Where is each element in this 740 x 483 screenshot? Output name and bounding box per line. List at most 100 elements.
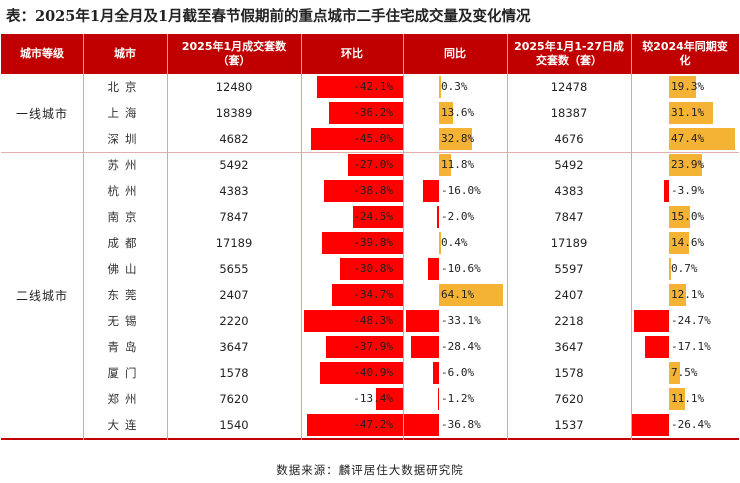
pre-yoy-bar: [632, 414, 669, 436]
pre-yoy-bar: [645, 336, 669, 358]
col-divider: [301, 34, 302, 440]
jan-volume: 2220: [219, 314, 249, 328]
pre-yoy-value: 12.1%: [671, 288, 705, 301]
pre-volume: 5597: [554, 262, 584, 276]
header-yoy: 同比: [444, 47, 466, 60]
city-name: 大连: [107, 418, 143, 432]
yoy-value: -16.0%: [441, 184, 481, 197]
jan-volume: 5655: [219, 262, 249, 276]
jan-volume: 4682: [219, 132, 249, 146]
yoy-value: 11.8%: [441, 158, 475, 171]
jan-volume: 12480: [215, 80, 253, 94]
yoy-value: 64.1%: [441, 288, 475, 301]
table-row: 东莞 2407 -34.7% 64.1% 2407 12.1%: [83, 282, 739, 308]
pre-yoy-bar: [669, 206, 690, 228]
pre-yoy-bar: [669, 284, 686, 306]
tier-label-second: 二线城市: [15, 288, 68, 303]
yoy-bar: [439, 76, 441, 98]
yoy-bar: [428, 258, 439, 280]
col-divider: [631, 34, 632, 440]
header-pre-volume: 2025年1月1-27日成交套数（套）: [514, 40, 624, 67]
header-city: 城市: [114, 47, 136, 60]
tier-divider: [1, 152, 739, 153]
yoy-value: -1.2%: [441, 392, 475, 405]
jan-volume: 2407: [219, 288, 249, 302]
city-name: 深圳: [107, 132, 143, 146]
mom-bar: [332, 284, 403, 306]
jan-volume: 1578: [219, 366, 249, 380]
mom-bar: [306, 414, 403, 436]
table-row: 深圳 4682 -45.0% 32.8% 4676 47.4%: [83, 126, 739, 152]
jan-volume: 5492: [219, 158, 249, 172]
pre-volume: 2218: [554, 314, 584, 328]
mom-value: -30.8%: [353, 262, 393, 275]
pre-volume: 1537: [554, 418, 584, 432]
city-name: 郑州: [107, 392, 143, 406]
table-row: 大连 1540 -47.2% -36.8% 1537 -26.4%: [83, 412, 739, 438]
mom-value: -37.9%: [353, 340, 393, 353]
pre-yoy-value: 19.3%: [671, 80, 705, 93]
city-name: 厦门: [107, 366, 143, 380]
pre-volume: 3647: [554, 340, 584, 354]
yoy-value: -33.1%: [441, 314, 481, 327]
city-name: 成都: [107, 236, 143, 250]
mom-value: -47.2%: [353, 418, 393, 431]
pre-yoy-value: 47.4%: [671, 132, 705, 145]
mom-value: -13.4%: [353, 392, 393, 405]
yoy-value: 13.6%: [441, 106, 475, 119]
mom-bar: [353, 206, 403, 228]
pre-volume: 18387: [550, 106, 588, 120]
pre-volume: 4383: [554, 184, 584, 198]
mom-value: -39.8%: [353, 236, 393, 249]
source-note: 数据来源：麟评居住大数据研究院: [276, 463, 464, 477]
city-name: 青岛: [107, 340, 143, 354]
jan-volume: 18389: [215, 106, 253, 120]
col-divider: [507, 34, 508, 440]
city-name: 杭州: [107, 184, 143, 198]
city-name: 无锡: [107, 314, 143, 328]
yoy-bar: [402, 414, 439, 436]
yoy-bar: [437, 388, 440, 410]
header-tier: 城市等级: [20, 47, 64, 60]
pre-yoy-value: 0.7%: [671, 262, 698, 275]
mom-bar: [329, 102, 403, 124]
mom-value: -38.8%: [353, 184, 393, 197]
mom-value: -24.5%: [353, 210, 393, 223]
pre-volume: 5492: [554, 158, 584, 172]
tier-label-first: 一线城市: [15, 106, 68, 121]
header-jan-volume: 2025年1月成交套数（套）: [181, 40, 287, 67]
pre-volume: 12478: [550, 80, 588, 94]
pre-yoy-bar: [669, 362, 680, 384]
pre-yoy-bar: [669, 102, 713, 124]
pre-yoy-bar: [669, 258, 671, 280]
table-row: 无锡 2220 -48.3% -33.1% 2218 -24.7%: [83, 308, 739, 334]
city-name: 佛山: [107, 262, 143, 276]
yoy-bar: [439, 232, 441, 254]
pre-yoy-bar: [669, 154, 703, 176]
table-row: 厦门 1578 -40.9% -6.0% 1578 7.5%: [83, 360, 739, 386]
mom-value: -45.0%: [353, 132, 393, 145]
mom-bar: [340, 258, 403, 280]
mom-bar: [304, 310, 403, 332]
pre-yoy-bar: [669, 388, 685, 410]
yoy-bar: [439, 284, 504, 306]
mom-value: -40.9%: [353, 366, 393, 379]
mom-bar: [311, 128, 403, 150]
table-bottom-border: [1, 438, 739, 440]
col-divider: [167, 34, 168, 440]
yoy-bar: [439, 128, 472, 150]
jan-volume: 4383: [219, 184, 249, 198]
table-title: 表：2025年1月全月及1月截至春节假期前的重点城市二手住宅成交量及变化情况: [6, 8, 531, 25]
yoy-bar: [433, 362, 439, 384]
pre-yoy-value: 15.0%: [671, 210, 705, 223]
table-row: 南京 7847 -24.5% -2.0% 7847 15.0%: [83, 204, 739, 230]
pre-yoy-value: -24.7%: [671, 314, 711, 327]
mom-bar: [319, 362, 403, 384]
yoy-value: -6.0%: [441, 366, 475, 379]
yoy-bar: [405, 310, 439, 332]
mom-value: -27.0%: [353, 158, 393, 171]
pre-volume: 1578: [554, 366, 584, 380]
city-name: 苏州: [107, 158, 143, 172]
pre-volume: 7847: [554, 210, 584, 224]
mom-bar: [321, 232, 403, 254]
